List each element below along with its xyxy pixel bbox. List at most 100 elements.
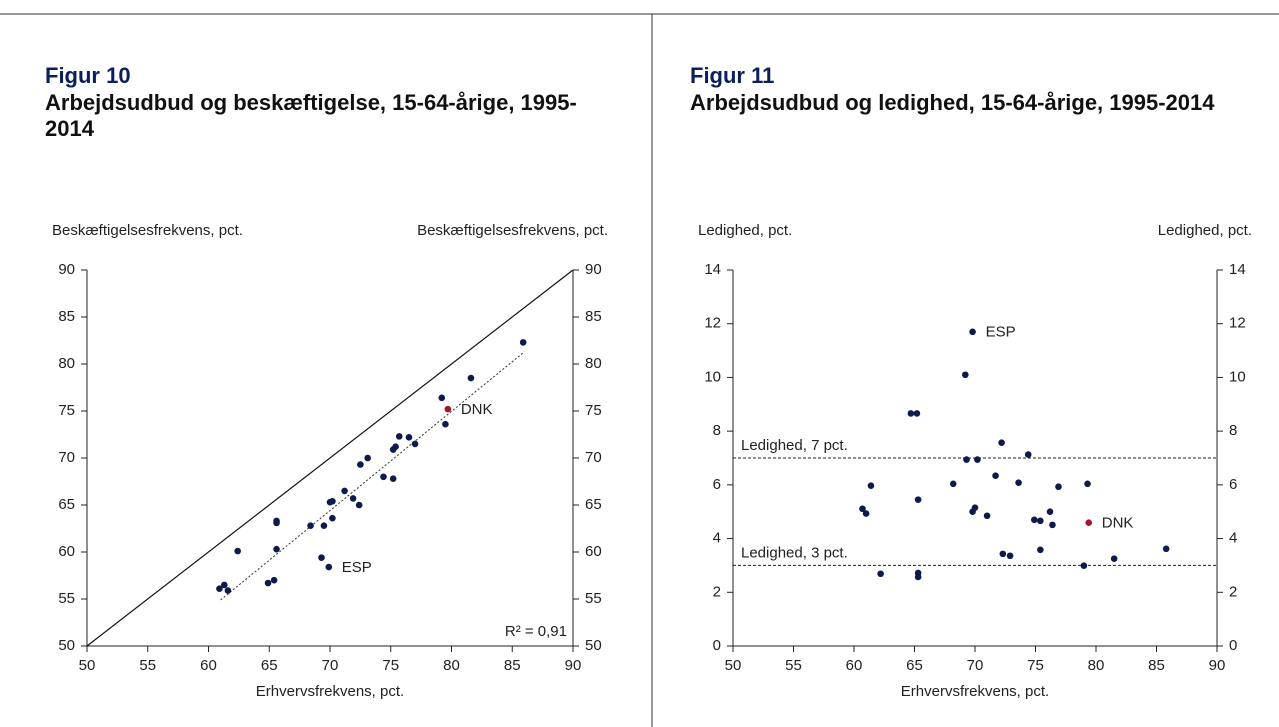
y-axis-label: Beskæftigelsesfrekvens, pct. xyxy=(52,222,243,239)
point xyxy=(270,576,278,584)
y-tick-label: 90 xyxy=(58,261,75,278)
y-tick-label: 65 xyxy=(58,496,75,513)
point xyxy=(224,587,232,594)
point xyxy=(859,505,866,513)
chart-title: Arbejdsudbud og beskæftigelse, 15-64-åri… xyxy=(45,90,577,141)
point xyxy=(1037,517,1044,525)
point xyxy=(273,519,280,527)
y-tick-label: 70 xyxy=(585,449,602,466)
point xyxy=(320,522,328,529)
point xyxy=(216,585,223,592)
point xyxy=(1055,483,1062,491)
point xyxy=(1046,508,1054,516)
point xyxy=(341,487,348,495)
point xyxy=(1080,562,1088,569)
x-tick-label: 55 xyxy=(785,657,802,674)
point xyxy=(307,522,314,529)
y-tick-label: 80 xyxy=(58,355,75,372)
y-tick-label: 12 xyxy=(1229,315,1246,332)
x-tick-label: 65 xyxy=(906,657,923,674)
y-tick-label: 8 xyxy=(1229,422,1237,439)
x-tick-label: 75 xyxy=(382,657,399,674)
x-tick-label: 65 xyxy=(261,657,278,674)
y-tick-label: 70 xyxy=(58,449,75,466)
y-tick-label: 0 xyxy=(713,637,721,654)
point xyxy=(264,579,272,587)
x-tick-label: 60 xyxy=(846,657,863,674)
point xyxy=(974,456,981,463)
y-axis-label: Ledighed, pct. xyxy=(698,222,792,239)
y-tick-label: 10 xyxy=(704,368,721,385)
point xyxy=(325,563,333,571)
point-label: DNK xyxy=(1102,515,1134,532)
y-tick-label: 90 xyxy=(585,261,602,278)
y-tick-label: 60 xyxy=(58,543,75,560)
x-axis-label: Erhvervsfrekvens, pct. xyxy=(256,683,404,700)
reference-label: Ledighed, 3 pct. xyxy=(741,544,848,561)
point xyxy=(962,371,969,379)
x-tick-label: 70 xyxy=(967,657,984,674)
reference-label: Ledighed, 7 pct. xyxy=(741,437,848,454)
point xyxy=(998,439,1005,446)
point-label: DNK xyxy=(461,401,493,418)
r2-label: R² = 0,91 xyxy=(505,623,567,640)
point xyxy=(1024,451,1032,458)
point-label: ESP xyxy=(342,559,372,576)
point xyxy=(405,434,413,441)
y-tick-label: 50 xyxy=(58,637,75,654)
y-tick-label: 14 xyxy=(1229,261,1246,278)
point xyxy=(969,328,976,336)
y-axis-label: Beskæftigelsesfrekvens, pct. xyxy=(417,222,608,239)
x-tick-label: 75 xyxy=(1027,657,1044,674)
y-tick-label: 6 xyxy=(1229,476,1237,493)
point-label: ESP xyxy=(986,324,1016,341)
y-tick-label: 2 xyxy=(713,583,721,600)
y-axis-label: Ledighed, pct. xyxy=(1158,222,1252,239)
x-tick-label: 90 xyxy=(1209,657,1226,674)
point xyxy=(1015,479,1022,487)
figure-number: Figur 10 xyxy=(45,63,131,88)
y-tick-label: 50 xyxy=(585,637,602,654)
point xyxy=(999,550,1007,558)
y-tick-label: 55 xyxy=(58,590,75,607)
point xyxy=(364,454,371,462)
point xyxy=(914,496,922,503)
point xyxy=(220,581,228,589)
x-tick-label: 80 xyxy=(1088,657,1105,674)
y-tick-label: 12 xyxy=(704,315,721,332)
point xyxy=(1162,545,1170,553)
x-tick-label: 55 xyxy=(139,657,156,674)
y-tick-label: 4 xyxy=(713,530,721,547)
point xyxy=(519,339,527,346)
point xyxy=(862,510,870,517)
point xyxy=(914,573,922,581)
point xyxy=(318,554,325,561)
point xyxy=(913,410,921,417)
chart-title: Arbejdsudbud og ledighed, 15-64-årige, 1… xyxy=(690,90,1215,115)
point xyxy=(389,475,397,482)
point xyxy=(969,508,976,516)
point xyxy=(411,440,419,448)
point xyxy=(395,433,403,440)
point xyxy=(329,497,336,505)
point xyxy=(392,443,399,451)
point xyxy=(1085,519,1093,527)
point xyxy=(949,480,957,488)
point xyxy=(1006,552,1014,560)
point xyxy=(442,420,449,428)
y-tick-label: 0 xyxy=(1229,637,1237,654)
y-tick-label: 85 xyxy=(585,308,602,325)
y-tick-label: 75 xyxy=(58,402,75,419)
x-tick-label: 50 xyxy=(725,657,742,674)
y-tick-label: 2 xyxy=(1229,583,1237,600)
y-tick-label: 65 xyxy=(585,496,602,513)
point xyxy=(234,547,241,555)
point xyxy=(357,461,364,468)
y-tick-label: 6 xyxy=(713,476,721,493)
point xyxy=(867,482,875,489)
point xyxy=(1037,546,1044,554)
x-tick-label: 50 xyxy=(79,657,96,674)
point xyxy=(349,495,357,502)
point xyxy=(467,374,475,382)
reference-line xyxy=(86,269,574,647)
